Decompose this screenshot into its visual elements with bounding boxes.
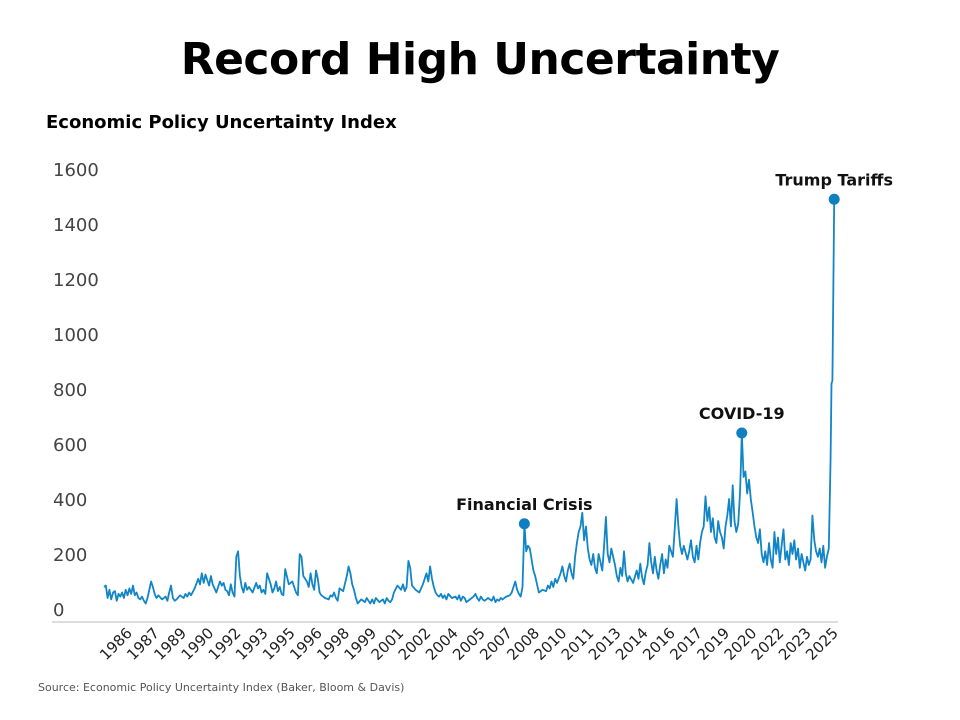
annotation-marker	[828, 193, 840, 205]
y-tick-label: 1200	[53, 270, 99, 291]
annotation-label: Financial Crisis	[456, 495, 592, 514]
y-tick-label: 0	[53, 600, 64, 621]
chart-title: Record High Uncertainty	[180, 34, 780, 85]
source-note: Source: Economic Policy Uncertainty Inde…	[38, 681, 405, 694]
series-line	[103, 199, 836, 605]
x-tick-label: 2025	[802, 624, 842, 664]
annotation-marker	[518, 518, 530, 530]
y-tick-label: 1600	[53, 160, 99, 181]
x-axis: 1986198719891990199219931995199619981999…	[96, 624, 842, 664]
y-tick-label: 1000	[53, 325, 99, 346]
y-tick-label: 600	[53, 435, 87, 456]
y-axis: 0 200 400 600 800 1000 1200 1400 1600	[53, 160, 99, 621]
y-tick-label: 800	[53, 380, 87, 401]
y-tick-label: 400	[53, 490, 87, 511]
annotations: Financial Crisis COVID-19 Trump Tariffs	[456, 170, 893, 530]
annotation-marker	[736, 427, 748, 439]
chart-subtitle: Economic Policy Uncertainty Index	[46, 112, 397, 133]
annotation-label: COVID-19	[699, 404, 785, 423]
y-tick-label: 200	[53, 545, 87, 566]
annotation-label: Trump Tariffs	[775, 170, 893, 189]
y-tick-label: 1400	[53, 215, 99, 236]
